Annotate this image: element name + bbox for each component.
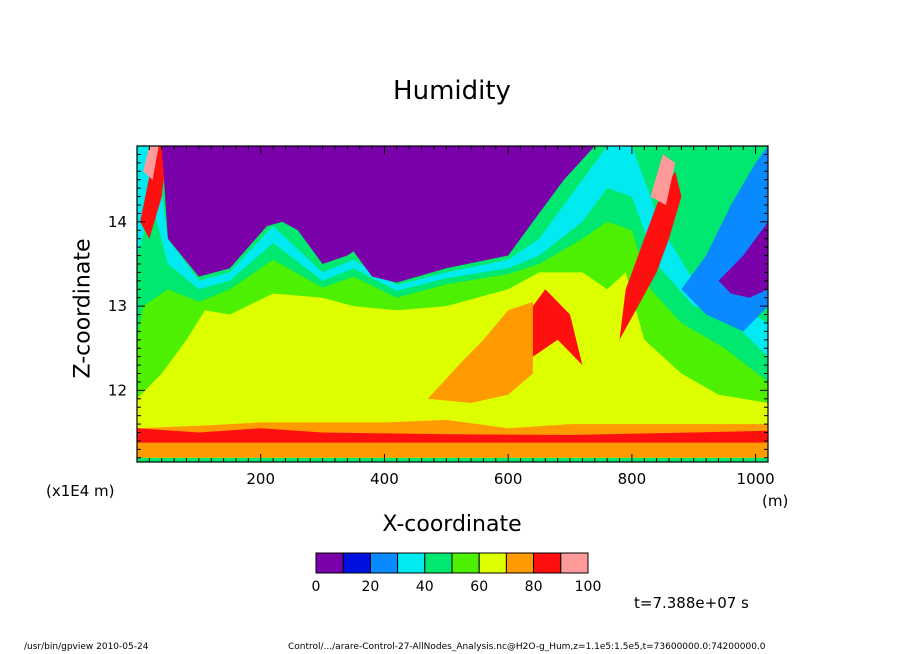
colorbar: 0 20 40 60 80 100 [312,552,602,595]
contour-region-70 [427,301,533,403]
contour-region-60 [137,272,768,458]
colorbar-tick-label: 60 [470,579,488,595]
contour-region-80 [532,289,583,366]
y-tick-label: 12 [108,381,127,399]
plot-area [136,145,769,463]
x-axis-label: X-coordinate [382,512,522,537]
contour-region-90 [650,154,676,205]
colorbar-tick-label: 40 [416,579,434,595]
x-tick-label: 200 [246,470,275,488]
colorbar-tick-label: 100 [575,579,602,595]
y-tick-label: 13 [108,297,127,315]
x-tick-label: 800 [618,470,647,488]
colorbar-cell [424,552,453,574]
colorbar-cell [315,552,344,574]
y-axis: 12 13 14 [108,145,768,459]
colorbar-cell [505,552,535,574]
footer-program-date: /usr/bin/gpview 2010-05-24 [24,642,149,652]
colorbar-cell [451,552,480,574]
y-tick-label: 14 [108,213,127,231]
x-axis-unit: (m) [762,492,789,510]
contour-region-0 [718,221,768,298]
contour-region-0 [161,146,595,283]
contour-regions [137,146,768,458]
x-tick-label: 1000 [737,470,775,488]
contour-region-80 [140,146,168,239]
y-axis-unit: (x1E4 m) [46,482,115,500]
colorbar-tick-label: 0 [312,579,321,595]
plot-frame [136,145,769,463]
colorbar-tick-label: 20 [361,579,379,595]
x-tick-label: 400 [370,470,399,488]
x-axis: 200 400 600 800 1000 [136,146,775,488]
chart-title: Humidity [393,76,511,106]
contour-region-90 [143,146,159,180]
colorbar-tick-label: 80 [525,579,543,595]
contour-region-80 [137,428,768,443]
y-axis-label: Z-coordinate [70,238,96,379]
colorbar-cell [397,552,426,574]
time-label: t=7.388e+07 s [634,594,749,612]
colorbar-cell [560,552,589,574]
x-tick-label: 600 [494,470,523,488]
colorbar-cell [478,552,507,574]
contour-region-80 [619,171,682,340]
colorbar-cell [533,552,562,574]
colorbar-cell [342,552,371,574]
footer-source-file: Control/.../arare-Control-27-AllNodes_An… [288,642,766,652]
colorbar-cell [369,552,399,574]
